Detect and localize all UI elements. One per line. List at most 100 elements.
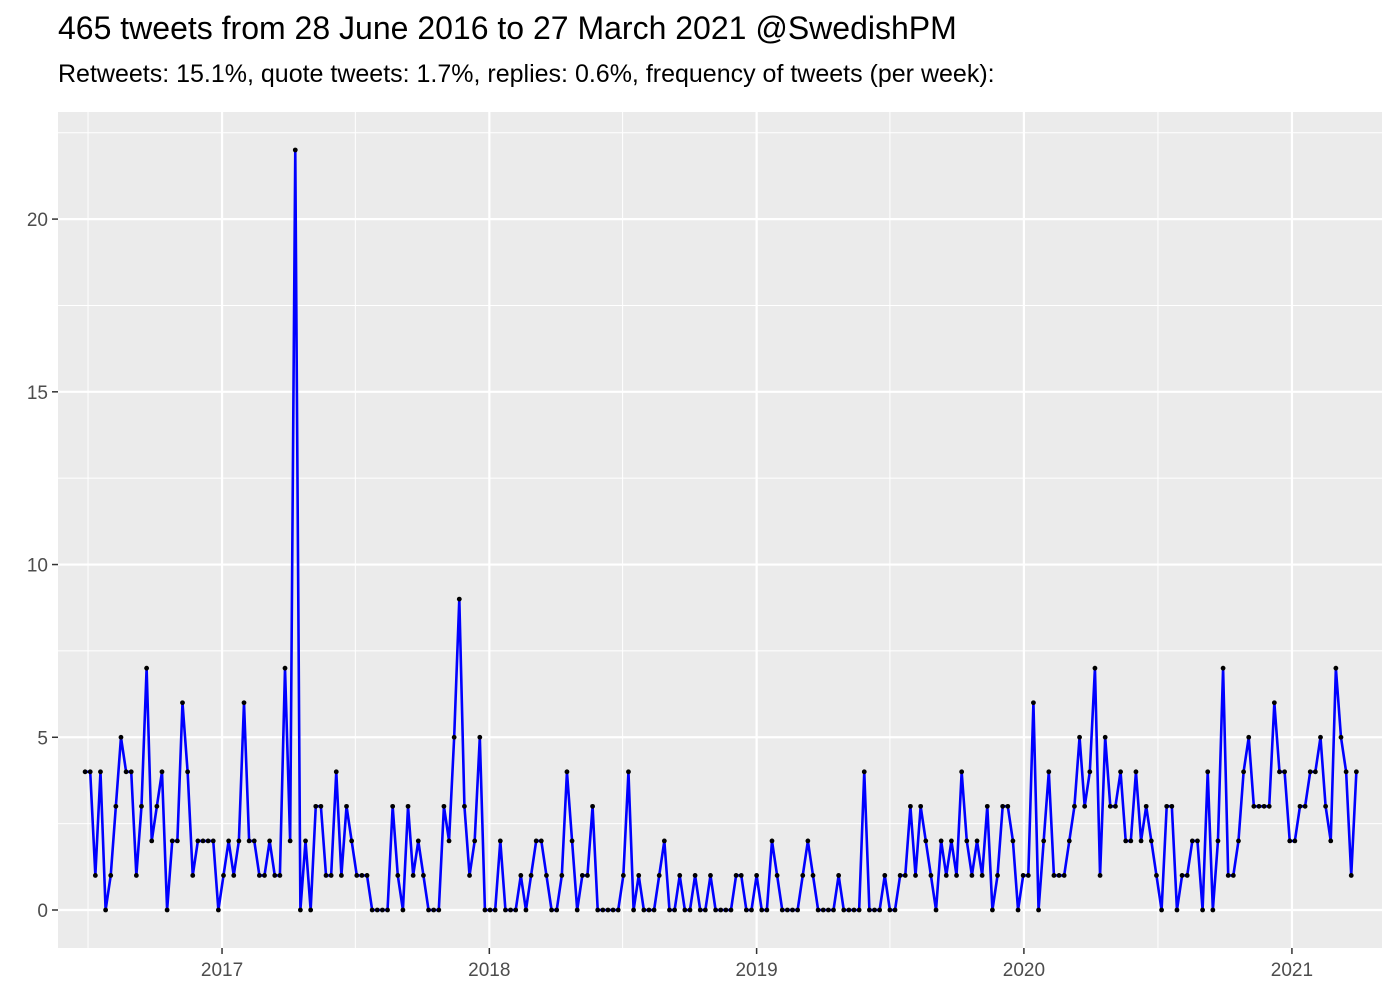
data-point bbox=[661, 838, 667, 844]
data-point bbox=[267, 838, 273, 844]
data-point bbox=[1220, 665, 1226, 671]
data-point bbox=[344, 803, 349, 809]
data-point bbox=[861, 769, 867, 775]
data-point bbox=[574, 907, 580, 913]
data-point bbox=[436, 907, 442, 913]
data-point bbox=[933, 907, 939, 913]
data-point bbox=[1323, 803, 1329, 809]
data-point bbox=[769, 838, 775, 844]
data-point bbox=[482, 907, 488, 913]
data-point bbox=[887, 907, 893, 913]
data-point bbox=[1015, 907, 1021, 913]
data-point bbox=[564, 769, 570, 775]
chart-title: 465 tweets from 28 June 2016 to 27 March… bbox=[58, 10, 957, 46]
data-point bbox=[1230, 873, 1236, 878]
data-point bbox=[241, 700, 247, 706]
data-point bbox=[1072, 803, 1077, 809]
data-point bbox=[246, 838, 252, 844]
data-point bbox=[426, 907, 431, 913]
data-point bbox=[169, 838, 175, 844]
y-tick-label: 15 bbox=[27, 383, 48, 404]
data-point bbox=[205, 838, 211, 844]
data-point bbox=[1000, 803, 1006, 809]
data-point bbox=[98, 769, 103, 775]
data-point bbox=[405, 803, 411, 809]
data-point bbox=[784, 907, 790, 913]
data-point bbox=[1097, 873, 1103, 878]
data-point bbox=[1312, 769, 1318, 775]
data-point bbox=[672, 907, 677, 913]
data-point bbox=[687, 907, 693, 913]
data-point bbox=[1261, 803, 1267, 809]
data-point bbox=[1066, 838, 1072, 844]
data-point bbox=[292, 147, 298, 153]
data-point bbox=[380, 907, 385, 913]
data-point bbox=[462, 803, 467, 809]
data-point bbox=[615, 907, 621, 913]
data-point bbox=[272, 873, 278, 878]
data-point bbox=[164, 907, 170, 913]
data-point bbox=[1107, 803, 1113, 809]
data-point bbox=[477, 734, 483, 740]
data-point bbox=[1215, 838, 1221, 844]
data-point bbox=[718, 907, 724, 913]
data-point bbox=[774, 873, 780, 878]
data-point bbox=[1266, 803, 1272, 809]
data-point bbox=[918, 803, 924, 809]
data-point bbox=[1174, 907, 1180, 913]
data-point bbox=[1138, 838, 1144, 844]
data-point bbox=[641, 907, 647, 913]
data-point bbox=[779, 907, 785, 913]
data-point bbox=[308, 907, 314, 913]
data-point bbox=[1256, 803, 1262, 809]
data-point bbox=[513, 907, 519, 913]
data-point bbox=[390, 803, 396, 809]
data-point bbox=[1169, 803, 1175, 809]
x-tick-label: 2020 bbox=[1003, 960, 1045, 981]
data-point bbox=[185, 769, 191, 775]
data-point bbox=[1343, 769, 1349, 775]
data-point bbox=[503, 907, 508, 913]
data-point bbox=[590, 803, 595, 809]
data-point bbox=[1077, 734, 1082, 740]
data-point bbox=[549, 907, 554, 913]
data-point bbox=[836, 873, 842, 878]
data-point bbox=[226, 838, 232, 844]
data-point bbox=[1348, 873, 1354, 878]
data-point bbox=[733, 873, 739, 878]
data-point bbox=[949, 838, 954, 844]
data-point bbox=[692, 873, 698, 878]
data-point bbox=[87, 769, 93, 775]
data-point bbox=[702, 907, 708, 913]
data-point bbox=[866, 907, 872, 913]
data-point bbox=[446, 838, 452, 844]
data-point bbox=[856, 907, 862, 913]
data-point bbox=[708, 873, 713, 878]
data-point bbox=[277, 873, 283, 878]
data-point bbox=[810, 873, 816, 878]
data-point bbox=[190, 873, 196, 878]
data-point bbox=[139, 803, 144, 809]
data-point bbox=[487, 907, 493, 913]
data-point bbox=[508, 907, 513, 913]
data-point bbox=[569, 838, 575, 844]
data-point bbox=[1195, 838, 1200, 844]
data-point bbox=[456, 596, 462, 602]
data-point bbox=[231, 873, 237, 878]
data-point bbox=[1164, 803, 1170, 809]
data-point bbox=[631, 907, 636, 913]
data-point bbox=[1123, 838, 1129, 844]
data-point bbox=[1333, 665, 1339, 671]
data-point bbox=[820, 907, 826, 913]
data-point bbox=[200, 838, 206, 844]
data-point bbox=[103, 907, 108, 913]
data-point bbox=[954, 873, 959, 878]
data-point bbox=[1087, 769, 1093, 775]
data-point bbox=[1282, 769, 1287, 775]
data-point bbox=[831, 907, 836, 913]
data-point bbox=[159, 769, 165, 775]
data-point bbox=[374, 907, 380, 913]
data-point bbox=[400, 907, 406, 913]
data-point bbox=[518, 873, 524, 878]
